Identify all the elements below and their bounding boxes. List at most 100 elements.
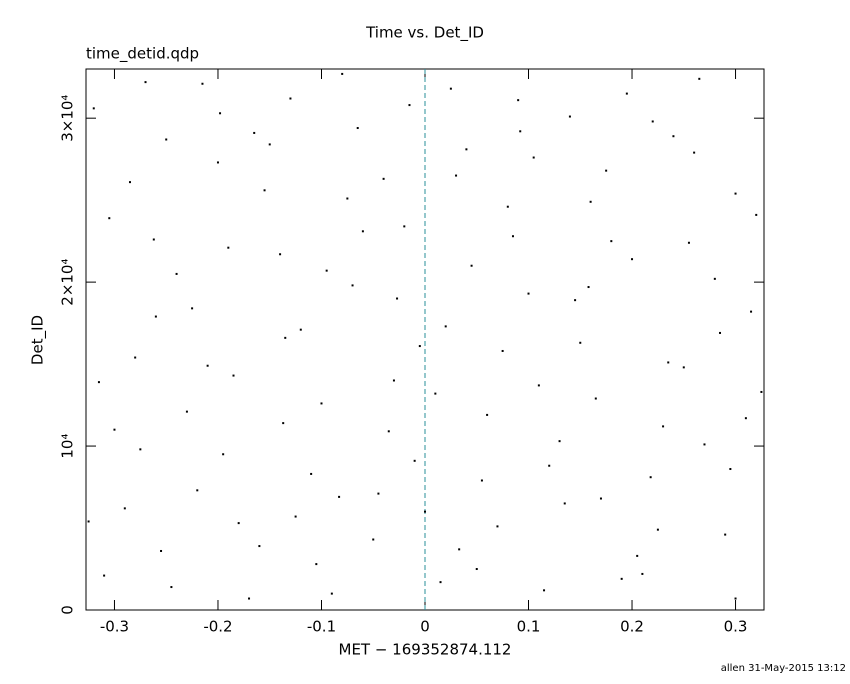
y-tick-label: 3×10⁴ [59, 95, 77, 142]
data-point [175, 272, 178, 275]
x-tick-label: 0.3 [724, 618, 748, 636]
data-point [605, 169, 608, 172]
data-point [108, 217, 111, 220]
data-point [729, 468, 732, 471]
data-point [519, 130, 522, 133]
data-point [372, 538, 375, 541]
footer: allen 31-May-2015 13:12 [721, 663, 846, 674]
data-point [387, 430, 390, 433]
data-point [103, 574, 106, 577]
data-point [263, 189, 266, 192]
data-point [631, 258, 634, 261]
data-point [170, 586, 173, 589]
data-point [486, 413, 489, 416]
data-point [470, 264, 473, 267]
x-tick-label: 0.2 [620, 618, 644, 636]
data-point [636, 554, 639, 557]
data-point [649, 476, 652, 479]
data-point [610, 240, 613, 243]
data-point [667, 361, 670, 364]
data-point [465, 148, 468, 151]
data-point [625, 92, 628, 95]
data-point [325, 269, 328, 272]
data-point [351, 284, 354, 287]
data-point [511, 235, 514, 238]
data-point [294, 515, 297, 518]
data-point [444, 325, 447, 328]
data-point [594, 397, 597, 400]
data-point [579, 341, 582, 344]
data-point [620, 577, 623, 580]
data-point [346, 197, 349, 200]
data-point [543, 589, 546, 592]
data-point [548, 464, 551, 467]
data-point [382, 177, 385, 180]
data-point [527, 292, 530, 295]
data-point [455, 174, 458, 177]
data-point [750, 310, 753, 313]
data-point [418, 345, 421, 348]
data-point [744, 417, 747, 420]
data-point [216, 161, 219, 164]
data-point [574, 299, 577, 302]
data-point [134, 356, 137, 359]
y-tick-label: 10⁴ [59, 434, 77, 459]
x-tick-label: -0.1 [307, 618, 336, 636]
data-point [537, 384, 540, 387]
data-point [237, 522, 240, 525]
data-point [703, 443, 706, 446]
data-point [97, 381, 100, 384]
data-point [341, 72, 344, 75]
data-point [258, 545, 261, 548]
data-point [408, 104, 411, 107]
x-tick-label: -0.3 [100, 618, 129, 636]
data-point [232, 374, 235, 377]
data-point [587, 286, 590, 289]
chart-subtitle: time_detid.qdp [86, 45, 199, 64]
data-point [532, 156, 535, 159]
data-point [693, 151, 696, 154]
data-point [310, 472, 313, 475]
data-point [396, 297, 399, 300]
data-point [92, 107, 95, 110]
data-point [672, 135, 675, 138]
data-point [128, 181, 131, 184]
data-point [268, 143, 271, 146]
data-point [191, 307, 194, 310]
data-point [501, 349, 504, 352]
data-point [139, 448, 142, 451]
data-point [222, 453, 225, 456]
data-point [160, 549, 163, 552]
data-point [682, 366, 685, 369]
data-point [662, 425, 665, 428]
x-tick-label: -0.2 [203, 618, 232, 636]
data-point [185, 410, 188, 413]
data-point [87, 520, 90, 523]
data-point [656, 528, 659, 531]
data-point [568, 115, 571, 118]
data-point [517, 99, 520, 102]
data-point [377, 492, 380, 495]
data-point [320, 402, 323, 405]
data-point [449, 87, 452, 90]
data-point [439, 581, 442, 584]
data-point [734, 597, 737, 600]
data-point [315, 563, 318, 566]
data-point [434, 392, 437, 395]
data-point [458, 548, 461, 551]
data-point [563, 502, 566, 505]
data-point [299, 328, 302, 331]
data-point [248, 597, 251, 600]
data-point [289, 97, 292, 100]
data-point [392, 379, 395, 382]
data-point [330, 592, 333, 595]
data-point [206, 364, 209, 367]
data-point [687, 241, 690, 244]
data-point [480, 479, 483, 482]
x-axis-label: MET − 169352874.112 [339, 641, 512, 659]
data-point [755, 213, 758, 216]
data-point [123, 507, 126, 510]
data-point [201, 82, 204, 85]
data-point [589, 200, 592, 203]
